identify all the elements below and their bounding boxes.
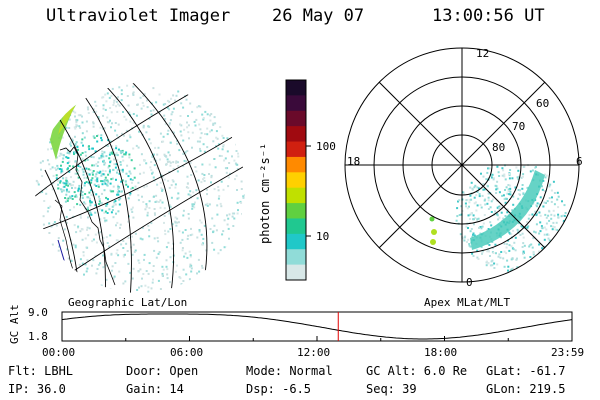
- polar-grid: [344, 47, 580, 283]
- info-seq: Seq: 39: [366, 382, 417, 396]
- colorbar-segment: [286, 172, 306, 189]
- mlat-label-60: 60: [536, 97, 550, 110]
- colorbar-segment: [286, 187, 306, 204]
- info-glat: GLat: -61.7: [486, 364, 566, 378]
- altitude-ytick-bottom: 1.8: [28, 330, 48, 343]
- mlat-label-80: 80: [492, 141, 506, 154]
- info-gc-alt: GC Alt: 6.0 Re: [366, 364, 468, 378]
- info-glon: GLon: 219.5: [486, 382, 566, 396]
- colorbar-segment: [286, 156, 306, 173]
- info-dsp: Dsp: -6.5: [246, 382, 312, 396]
- colorbar-segment: [286, 264, 306, 281]
- aurora-spot: [431, 229, 437, 235]
- color-bar: [286, 80, 306, 281]
- colorbar-segment: [286, 141, 306, 158]
- colorbar-segment: [286, 110, 306, 127]
- geo-speckle: [35, 84, 245, 293]
- mlt-label-18: 18: [347, 155, 361, 168]
- mlt-label-12: 12: [476, 47, 490, 60]
- altitude-ytick-top: 9.0: [28, 306, 48, 319]
- mlat-label-70: 70: [512, 120, 526, 133]
- info-ip: IP: 36.0: [8, 382, 66, 396]
- time-label: 13:00:56 UT: [432, 6, 545, 26]
- colorbar-unit-label: photon cm⁻²s⁻¹: [258, 142, 272, 244]
- altitude-curve: [61, 313, 573, 340]
- altitude-xtick-3: 18:00: [424, 346, 458, 359]
- info-door: Door: Open: [126, 364, 199, 378]
- colorbar-segment: [286, 233, 306, 250]
- polar-plot: [344, 47, 580, 283]
- colorbar-tick-100: 100: [316, 140, 336, 153]
- altitude-ticks: [61, 336, 573, 341]
- info-filter: Flt: LBHL: [8, 364, 74, 378]
- altitude-xtick-4: 23:59: [551, 346, 585, 359]
- altitude-plot: [61, 311, 573, 342]
- info-mode: Mode: Normal: [246, 364, 333, 378]
- geo-caption: Geographic Lat/Lon: [68, 296, 188, 309]
- mlt-label-0: 0: [466, 276, 473, 289]
- altitude-xtick-1: 06:00: [170, 346, 204, 359]
- colorbar-tick-10: 10: [316, 230, 330, 243]
- date-label: 26 May 07: [272, 6, 365, 26]
- coastline: [59, 146, 116, 286]
- altitude-ylabel: GC Alt: [8, 304, 21, 344]
- instrument-title: Ultraviolet Imager: [46, 6, 231, 26]
- colorbar-segment: [286, 203, 306, 219]
- colorbar-segment: [286, 249, 306, 266]
- geographic-image: [35, 83, 245, 293]
- altitude-xtick-0: 00:00: [42, 346, 76, 359]
- polar-caption: Apex MLat/MLT: [424, 296, 511, 309]
- colorbar-segment: [286, 218, 306, 235]
- colorbar-segment: [286, 126, 306, 143]
- mlt-label-6: 6: [576, 155, 583, 168]
- altitude-xtick-2: 12:00: [297, 346, 331, 359]
- colorbar-segment: [286, 95, 306, 112]
- colorbar-segment: [286, 80, 306, 96]
- info-gain: Gain: 14: [126, 382, 184, 396]
- polar-aurora-oval: [470, 170, 545, 250]
